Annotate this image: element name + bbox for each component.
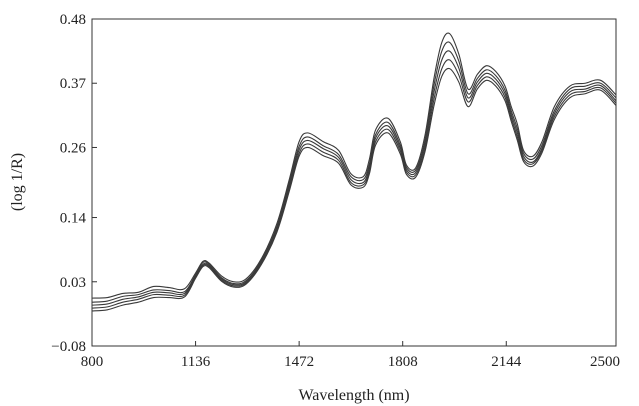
axis-ticks <box>91 18 617 347</box>
x-tick-label: 800 <box>81 354 104 370</box>
x-axis-title: Wavelength (nm) <box>298 387 409 404</box>
spectrum-line-4 <box>91 59 617 309</box>
spectrum-line-1 <box>91 32 617 299</box>
x-tick-label: 2500 <box>590 354 620 370</box>
x-tick-label: 1472 <box>284 354 314 370</box>
y-axis-title: (log 1/R) <box>9 153 26 211</box>
tick-labels: 800 1136 1472 1808 2144 2500 −0.08 0.03 0.14 0.26… <box>51 12 620 370</box>
plot-frame <box>91 18 617 347</box>
spectrum-line-3 <box>91 50 617 306</box>
spectrum-line-2 <box>91 41 617 303</box>
y-tick-label: 0.26 <box>60 140 87 156</box>
y-tick-label: 0.48 <box>60 12 86 28</box>
spectrum-line-5 <box>91 67 617 312</box>
y-tick-label: 0.37 <box>60 76 87 92</box>
y-tick-label: 0.14 <box>60 211 87 227</box>
x-tick-label: 2144 <box>491 354 522 370</box>
y-tick-label: 0.03 <box>60 275 86 291</box>
y-tick-label: −0.08 <box>51 339 86 355</box>
x-tick-label: 1136 <box>181 354 211 370</box>
x-tick-label: 1808 <box>388 354 418 370</box>
series-group <box>91 32 617 312</box>
